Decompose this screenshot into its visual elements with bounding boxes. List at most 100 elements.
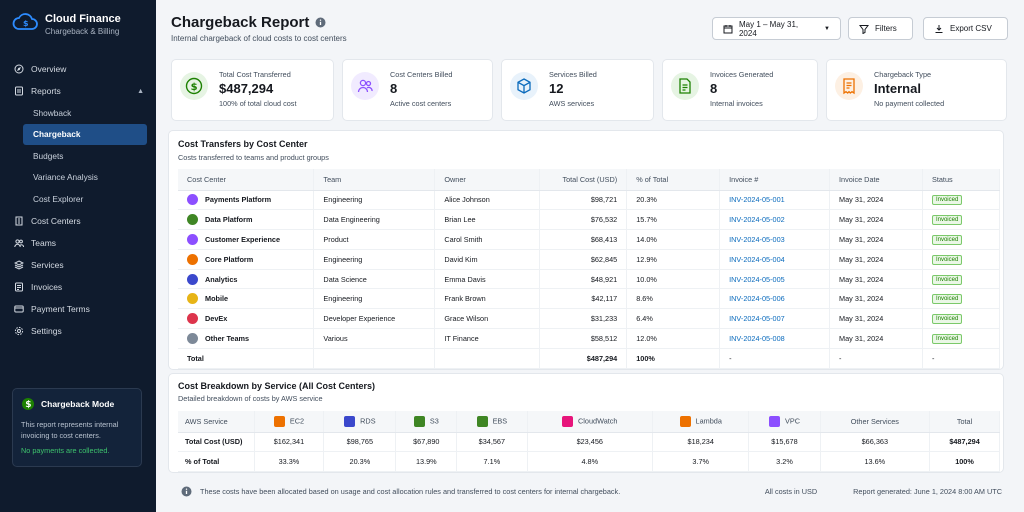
status-cell: Invoiced (922, 209, 1001, 231)
service-column-header[interactable]: EC2 (254, 411, 325, 433)
filters-button[interactable]: Filters (848, 17, 913, 40)
users-icon (351, 72, 379, 100)
report-icon (15, 86, 23, 96)
nav-cost-centers[interactable]: Cost Centers (0, 210, 156, 232)
nav-reports[interactable]: Reports ▲ (0, 80, 156, 102)
percent-cell: 12.9% (626, 249, 721, 270)
column-header[interactable]: Cost Center (178, 169, 315, 191)
mode-title: Chargeback Mode (41, 399, 115, 409)
nav-invoices[interactable]: Invoices (0, 276, 156, 298)
service-icon (273, 415, 285, 427)
service-row-label: Total Cost (USD) (178, 432, 255, 453)
kpi-label: Total Cost Transferred (219, 70, 291, 79)
table-body: Payments Platform Engineering Alice Johnso… (178, 190, 1001, 369)
chevron-down-icon: ▼ (824, 25, 830, 32)
invoice-link[interactable]: INV-2024-05-002 (719, 209, 831, 231)
status-cell: Invoiced (922, 190, 1001, 211)
layers-icon (14, 259, 24, 270)
dollar-circle-icon: $ (22, 398, 34, 410)
cost-center-cell: Other Teams (178, 328, 315, 349)
invoice-icon (15, 282, 23, 291)
table-row[interactable]: DevEx Developer Experience Grace Wilson $31… (178, 308, 1001, 330)
cost-center-icon (187, 293, 198, 305)
invoice-link[interactable]: INV-2024-05-008 (719, 328, 831, 349)
download-icon (935, 24, 943, 33)
service-column-header[interactable]: RDS (323, 411, 397, 433)
nav-settings[interactable]: Settings (0, 320, 156, 342)
percent-cell: 15.7% (626, 209, 721, 231)
status-badge: Invoiced (931, 294, 963, 305)
mode-note: No payments are collected. (21, 446, 110, 455)
status-badge: Invoiced (931, 314, 963, 325)
nav-chargeback[interactable]: Chargeback (23, 123, 147, 145)
invoice-date-cell: May 31, 2024 (829, 308, 923, 330)
service-header-label: AWS Service (178, 411, 255, 433)
kpi-sub: No payment collected (874, 99, 945, 108)
total-cost-cell: $76,532 (539, 209, 628, 231)
service-column-header[interactable]: S3 (395, 411, 458, 433)
export-csv-button[interactable]: Export CSV (923, 17, 1008, 40)
invoice-link[interactable]: INV-2024-05-005 (719, 269, 831, 290)
kpi-sub: 100% of total cloud cost (219, 99, 297, 108)
service-column-header[interactable]: Lambda (652, 411, 750, 433)
cost-center-name: Core Platform (187, 253, 313, 265)
kpi-value: 12 (549, 81, 564, 96)
status-badge: Invoiced (931, 254, 963, 265)
nav-services[interactable]: Services (0, 254, 156, 276)
nav-reports-label: Reports (31, 86, 61, 96)
status-cell: Invoiced (922, 328, 1001, 349)
service-value-cell: $162,341 (254, 432, 325, 453)
table-row[interactable]: Core Platform Engineering David Kim $62,845… (178, 249, 1001, 270)
cost-center-name: Mobile (187, 293, 313, 305)
service-column-header[interactable]: VPC (748, 411, 821, 433)
invoice-date-cell: May 31, 2024 (829, 209, 923, 231)
page-title-text: Chargeback Report (171, 14, 310, 31)
column-header[interactable]: Owner (434, 169, 541, 191)
column-header[interactable]: Invoice # (719, 169, 831, 191)
column-header[interactable]: Status (922, 169, 1001, 191)
info-icon[interactable] (315, 17, 326, 28)
nav-teams[interactable]: Teams (0, 232, 156, 254)
table-row[interactable]: Payments Platform Engineering Alice Johnso… (178, 190, 1001, 211)
service-value-cell: 20.3% (323, 451, 397, 473)
service-value-cell: $98,765 (323, 432, 397, 453)
cost-center-icon (187, 253, 198, 265)
nav-budgets[interactable]: Budgets (33, 150, 64, 161)
nav-payment-terms[interactable]: Payment Terms (0, 298, 156, 320)
nav-invoices-label: Invoices (31, 281, 63, 292)
table-row[interactable]: Customer Experience Product Carol Smith $68… (178, 229, 1001, 250)
service-column-header[interactable]: EBS (456, 411, 528, 433)
team-cell: Various (313, 328, 436, 349)
status-cell: Invoiced (922, 308, 1001, 330)
invoice-link[interactable]: INV-2024-05-006 (719, 288, 831, 310)
cost-center-icon (187, 214, 198, 226)
invoice-link[interactable]: INV-2024-05-003 (719, 229, 831, 250)
column-header[interactable]: Team (313, 169, 436, 191)
invoice-link[interactable]: INV-2024-05-004 (719, 249, 831, 270)
svg-text:$: $ (23, 19, 29, 28)
info-icon (181, 486, 192, 496)
invoice-link[interactable]: INV-2024-05-001 (719, 190, 831, 211)
nav-overview-label: Overview (31, 64, 67, 74)
nav-cost-explorer[interactable]: Cost Explorer (33, 193, 84, 204)
table-row[interactable]: Data Platform Data Engineering Brian Lee $7… (178, 209, 1001, 231)
service-body: Total Cost (USD) $162,341 $98,765 $67,890 $3… (178, 432, 1000, 473)
nav-variance-analysis[interactable]: Variance Analysis (33, 172, 98, 183)
service-column-header[interactable]: Total (929, 411, 1000, 433)
date-range-picker[interactable]: May 1 – May 31, 2024 ▼ (712, 17, 841, 40)
table-row[interactable]: Mobile Engineering Frank Brown $42,117 8.6% I… (178, 288, 1001, 310)
status-badge: Invoiced (931, 234, 963, 245)
nav-showback[interactable]: Showback (33, 107, 72, 118)
invoice-link[interactable]: INV-2024-05-007 (719, 308, 831, 330)
service-column-header[interactable]: Other Services (820, 411, 931, 433)
kpi-chargeback-type: Chargeback Type Internal No payment collec… (826, 59, 1007, 121)
column-header[interactable]: Total Cost (USD) (539, 169, 628, 191)
table-row[interactable]: Analytics Data Science Emma Davis $48,921 10… (178, 269, 1001, 290)
nav-overview[interactable]: Overview (0, 58, 156, 80)
service-column-header[interactable]: CloudWatch (527, 411, 654, 433)
column-header[interactable]: Invoice Date (829, 169, 923, 191)
table-row[interactable]: Other Teams Various IT Finance $58,512 12.0%… (178, 328, 1001, 349)
column-header[interactable]: % of Total (626, 169, 721, 191)
status-cell: Invoiced (922, 249, 1001, 270)
filters-label: Filters (875, 24, 897, 33)
